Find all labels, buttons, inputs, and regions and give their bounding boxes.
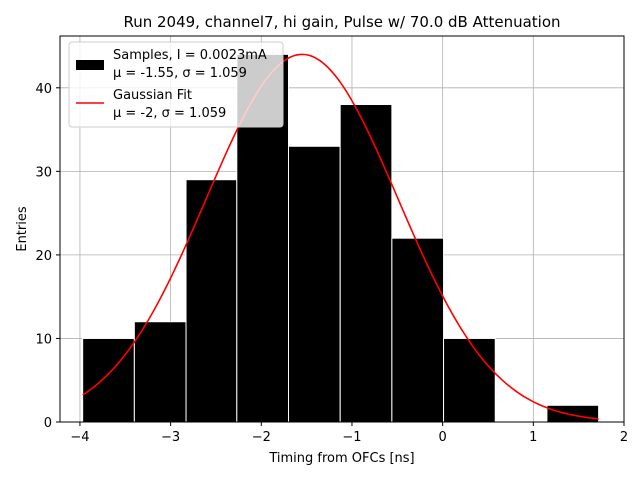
x-tick-label: −1 bbox=[342, 430, 361, 445]
histogram-bar bbox=[391, 237, 445, 423]
legend-label-samples-stats: μ = -1.55, σ = 1.059 bbox=[113, 66, 247, 81]
histogram-bar bbox=[133, 321, 187, 423]
legend: Samples, I = 0.0023mA μ = -1.55, σ = 1.0… bbox=[68, 41, 284, 128]
x-tick-label: 2 bbox=[620, 430, 628, 445]
x-tick-label: −4 bbox=[70, 430, 89, 445]
x-axis-ticks: −4 −3 −2 −1 0 1 2 bbox=[70, 422, 628, 445]
x-axis-label: Timing from OFCs [ns] bbox=[268, 451, 414, 466]
histogram-bar bbox=[546, 404, 600, 423]
x-tick-label: −3 bbox=[161, 430, 180, 445]
histogram-bar bbox=[82, 337, 135, 423]
plot-frame bbox=[59, 35, 625, 423]
x-tick-label: 0 bbox=[439, 430, 447, 445]
legend-label-fit: Gaussian Fit bbox=[113, 88, 192, 103]
histogram-bar bbox=[339, 104, 393, 423]
legend-label-fit-stats: μ = -2, σ = 1.059 bbox=[113, 106, 226, 121]
gaussian-fit-curve bbox=[82, 53, 599, 420]
y-tick-label: 10 bbox=[35, 332, 52, 347]
legend-label-samples: Samples, I = 0.0023mA bbox=[113, 48, 267, 63]
chart-title: Run 2049, channel7, hi gain, Pulse w/ 70… bbox=[123, 13, 560, 31]
legend-swatch-samples bbox=[76, 60, 104, 70]
y-tick-label: 20 bbox=[35, 249, 52, 264]
x-tick-label: 1 bbox=[529, 430, 537, 445]
y-tick-label: 40 bbox=[35, 82, 52, 97]
legend-box bbox=[68, 41, 284, 128]
y-axis-label: Entries bbox=[15, 206, 30, 252]
histogram-bar bbox=[185, 179, 238, 423]
histogram-bar bbox=[443, 337, 496, 423]
y-axis-ticks: 0 10 20 30 40 bbox=[35, 82, 60, 431]
y-tick-label: 30 bbox=[35, 165, 52, 180]
y-tick-label: 0 bbox=[44, 416, 52, 431]
x-tick-label: −2 bbox=[252, 430, 271, 445]
histogram-bar bbox=[288, 145, 341, 423]
